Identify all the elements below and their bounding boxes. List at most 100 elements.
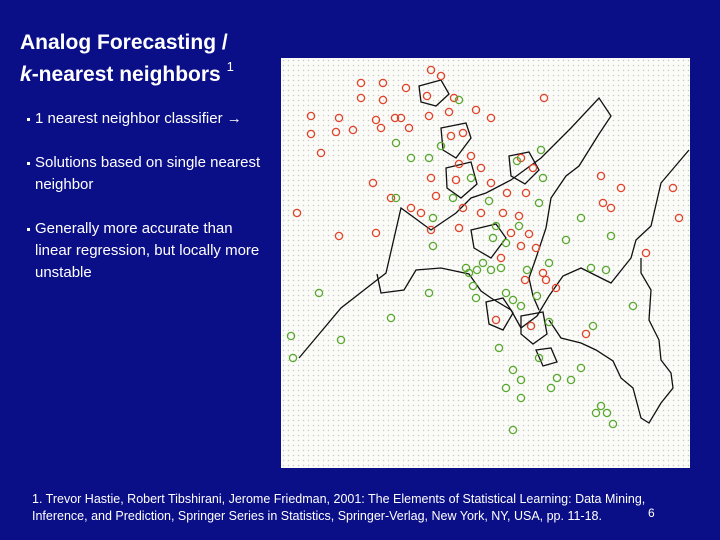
point-green bbox=[536, 145, 546, 155]
point-orange bbox=[378, 78, 388, 88]
point-orange bbox=[668, 183, 678, 193]
point-green bbox=[428, 241, 438, 251]
point-orange bbox=[498, 208, 508, 218]
title-line-1: Analog Forecasting / bbox=[20, 31, 228, 54]
point-orange bbox=[422, 91, 432, 101]
boundary-line bbox=[376, 149, 690, 329]
point-green bbox=[538, 173, 548, 183]
point-orange bbox=[616, 183, 626, 193]
point-orange bbox=[368, 178, 378, 188]
point-orange bbox=[292, 208, 302, 218]
citation-footnote: 1. Trevor Hastie, Robert Tibshirani, Jer… bbox=[32, 492, 646, 523]
point-orange bbox=[466, 151, 476, 161]
point-green bbox=[602, 408, 612, 418]
point-green bbox=[391, 193, 401, 203]
point-green bbox=[464, 268, 474, 278]
point-green bbox=[391, 138, 401, 148]
point-green bbox=[576, 213, 586, 223]
point-green bbox=[501, 383, 511, 393]
boundary-line bbox=[298, 96, 612, 359]
point-green bbox=[386, 313, 396, 323]
point-orange bbox=[514, 211, 524, 221]
point-green bbox=[532, 291, 542, 301]
point-orange bbox=[476, 208, 486, 218]
point-orange bbox=[316, 148, 326, 158]
point-orange bbox=[458, 203, 468, 213]
orange-class-points bbox=[292, 65, 684, 339]
boundary-island bbox=[535, 347, 558, 367]
knn-figure bbox=[281, 58, 690, 468]
point-orange bbox=[401, 83, 411, 93]
point-green bbox=[588, 321, 598, 331]
point-orange bbox=[486, 113, 496, 123]
point-green bbox=[466, 173, 476, 183]
point-green bbox=[494, 343, 504, 353]
boundary-island bbox=[520, 311, 548, 345]
point-orange bbox=[436, 71, 446, 81]
point-green bbox=[596, 401, 606, 411]
title-k: k bbox=[20, 63, 32, 86]
point-green bbox=[601, 265, 611, 275]
point-green bbox=[544, 258, 554, 268]
point-green bbox=[488, 233, 498, 243]
point-green bbox=[534, 198, 544, 208]
point-green bbox=[501, 238, 511, 248]
decision-boundary bbox=[298, 79, 690, 424]
point-orange bbox=[539, 93, 549, 103]
point-orange bbox=[426, 225, 436, 235]
point-green bbox=[484, 196, 494, 206]
boundary-island bbox=[508, 151, 540, 185]
point-green bbox=[514, 221, 524, 231]
boundary-island bbox=[485, 297, 514, 331]
slide-title: Analog Forecasting / k-nearest neighbors… bbox=[20, 30, 280, 88]
bullet-item: Solutions based on single nearest neighb… bbox=[22, 152, 272, 196]
point-orange bbox=[356, 93, 366, 103]
point-green bbox=[552, 373, 562, 383]
point-green bbox=[586, 263, 596, 273]
point-orange bbox=[674, 213, 684, 223]
point-orange bbox=[454, 223, 464, 233]
point-green bbox=[516, 375, 526, 385]
boundary-line bbox=[548, 258, 674, 424]
point-orange bbox=[356, 78, 366, 88]
knn-plot bbox=[286, 65, 690, 435]
point-green bbox=[516, 301, 526, 311]
point-green bbox=[522, 265, 532, 275]
point-green bbox=[436, 141, 446, 151]
point-green bbox=[424, 153, 434, 163]
point-orange bbox=[531, 243, 541, 253]
point-orange bbox=[516, 241, 526, 251]
point-green bbox=[566, 375, 576, 385]
point-orange bbox=[458, 128, 468, 138]
point-orange bbox=[581, 329, 591, 339]
boundary-island bbox=[470, 223, 507, 259]
point-orange bbox=[406, 203, 416, 213]
point-orange bbox=[502, 188, 512, 198]
point-green bbox=[468, 281, 478, 291]
point-green bbox=[508, 365, 518, 375]
point-orange bbox=[606, 203, 616, 213]
point-orange bbox=[431, 191, 441, 201]
point-orange bbox=[521, 188, 531, 198]
point-orange bbox=[416, 208, 426, 218]
point-green bbox=[486, 265, 496, 275]
point-green bbox=[491, 221, 501, 231]
point-green bbox=[454, 95, 464, 105]
point-orange bbox=[306, 129, 316, 139]
title-line-2: k-nearest neighbors 1 bbox=[20, 56, 280, 88]
point-orange bbox=[596, 171, 606, 181]
point-orange bbox=[426, 173, 436, 183]
point-green bbox=[424, 288, 434, 298]
point-orange bbox=[376, 123, 386, 133]
point-orange bbox=[446, 131, 456, 141]
point-orange bbox=[471, 105, 481, 115]
class-points bbox=[286, 65, 684, 435]
point-orange bbox=[390, 113, 400, 123]
point-green bbox=[606, 231, 616, 241]
point-green bbox=[286, 331, 296, 341]
point-orange bbox=[396, 113, 406, 123]
point-orange bbox=[520, 275, 530, 285]
point-green bbox=[448, 193, 458, 203]
point-orange bbox=[491, 315, 501, 325]
point-orange bbox=[454, 159, 464, 169]
